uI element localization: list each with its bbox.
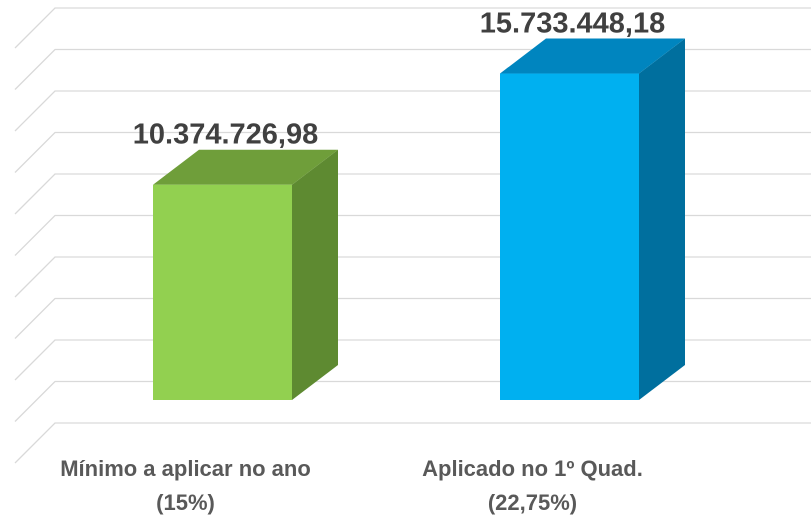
grid-line xyxy=(14,173,811,215)
x-tick-label: Mínimo a aplicar no ano (15%) xyxy=(60,456,311,515)
bar xyxy=(153,184,292,400)
bar-top xyxy=(153,149,338,185)
bar-top xyxy=(500,38,685,74)
grid-line xyxy=(14,297,811,339)
grid-line xyxy=(14,339,811,381)
bar xyxy=(500,73,639,401)
bar-side xyxy=(639,38,685,401)
grid-line xyxy=(14,214,811,256)
x-tick-label: Aplicado no 1º Quad. (22,75%) xyxy=(422,456,643,515)
value-label: 15.733.448,18 xyxy=(480,8,665,40)
grid-line xyxy=(14,48,811,90)
grid-line xyxy=(14,256,811,298)
grid-line xyxy=(14,380,811,422)
grid-line xyxy=(14,7,811,49)
value-label: 10.374.726,98 xyxy=(133,119,318,151)
grid-line xyxy=(14,422,811,464)
bar-side xyxy=(292,149,338,400)
